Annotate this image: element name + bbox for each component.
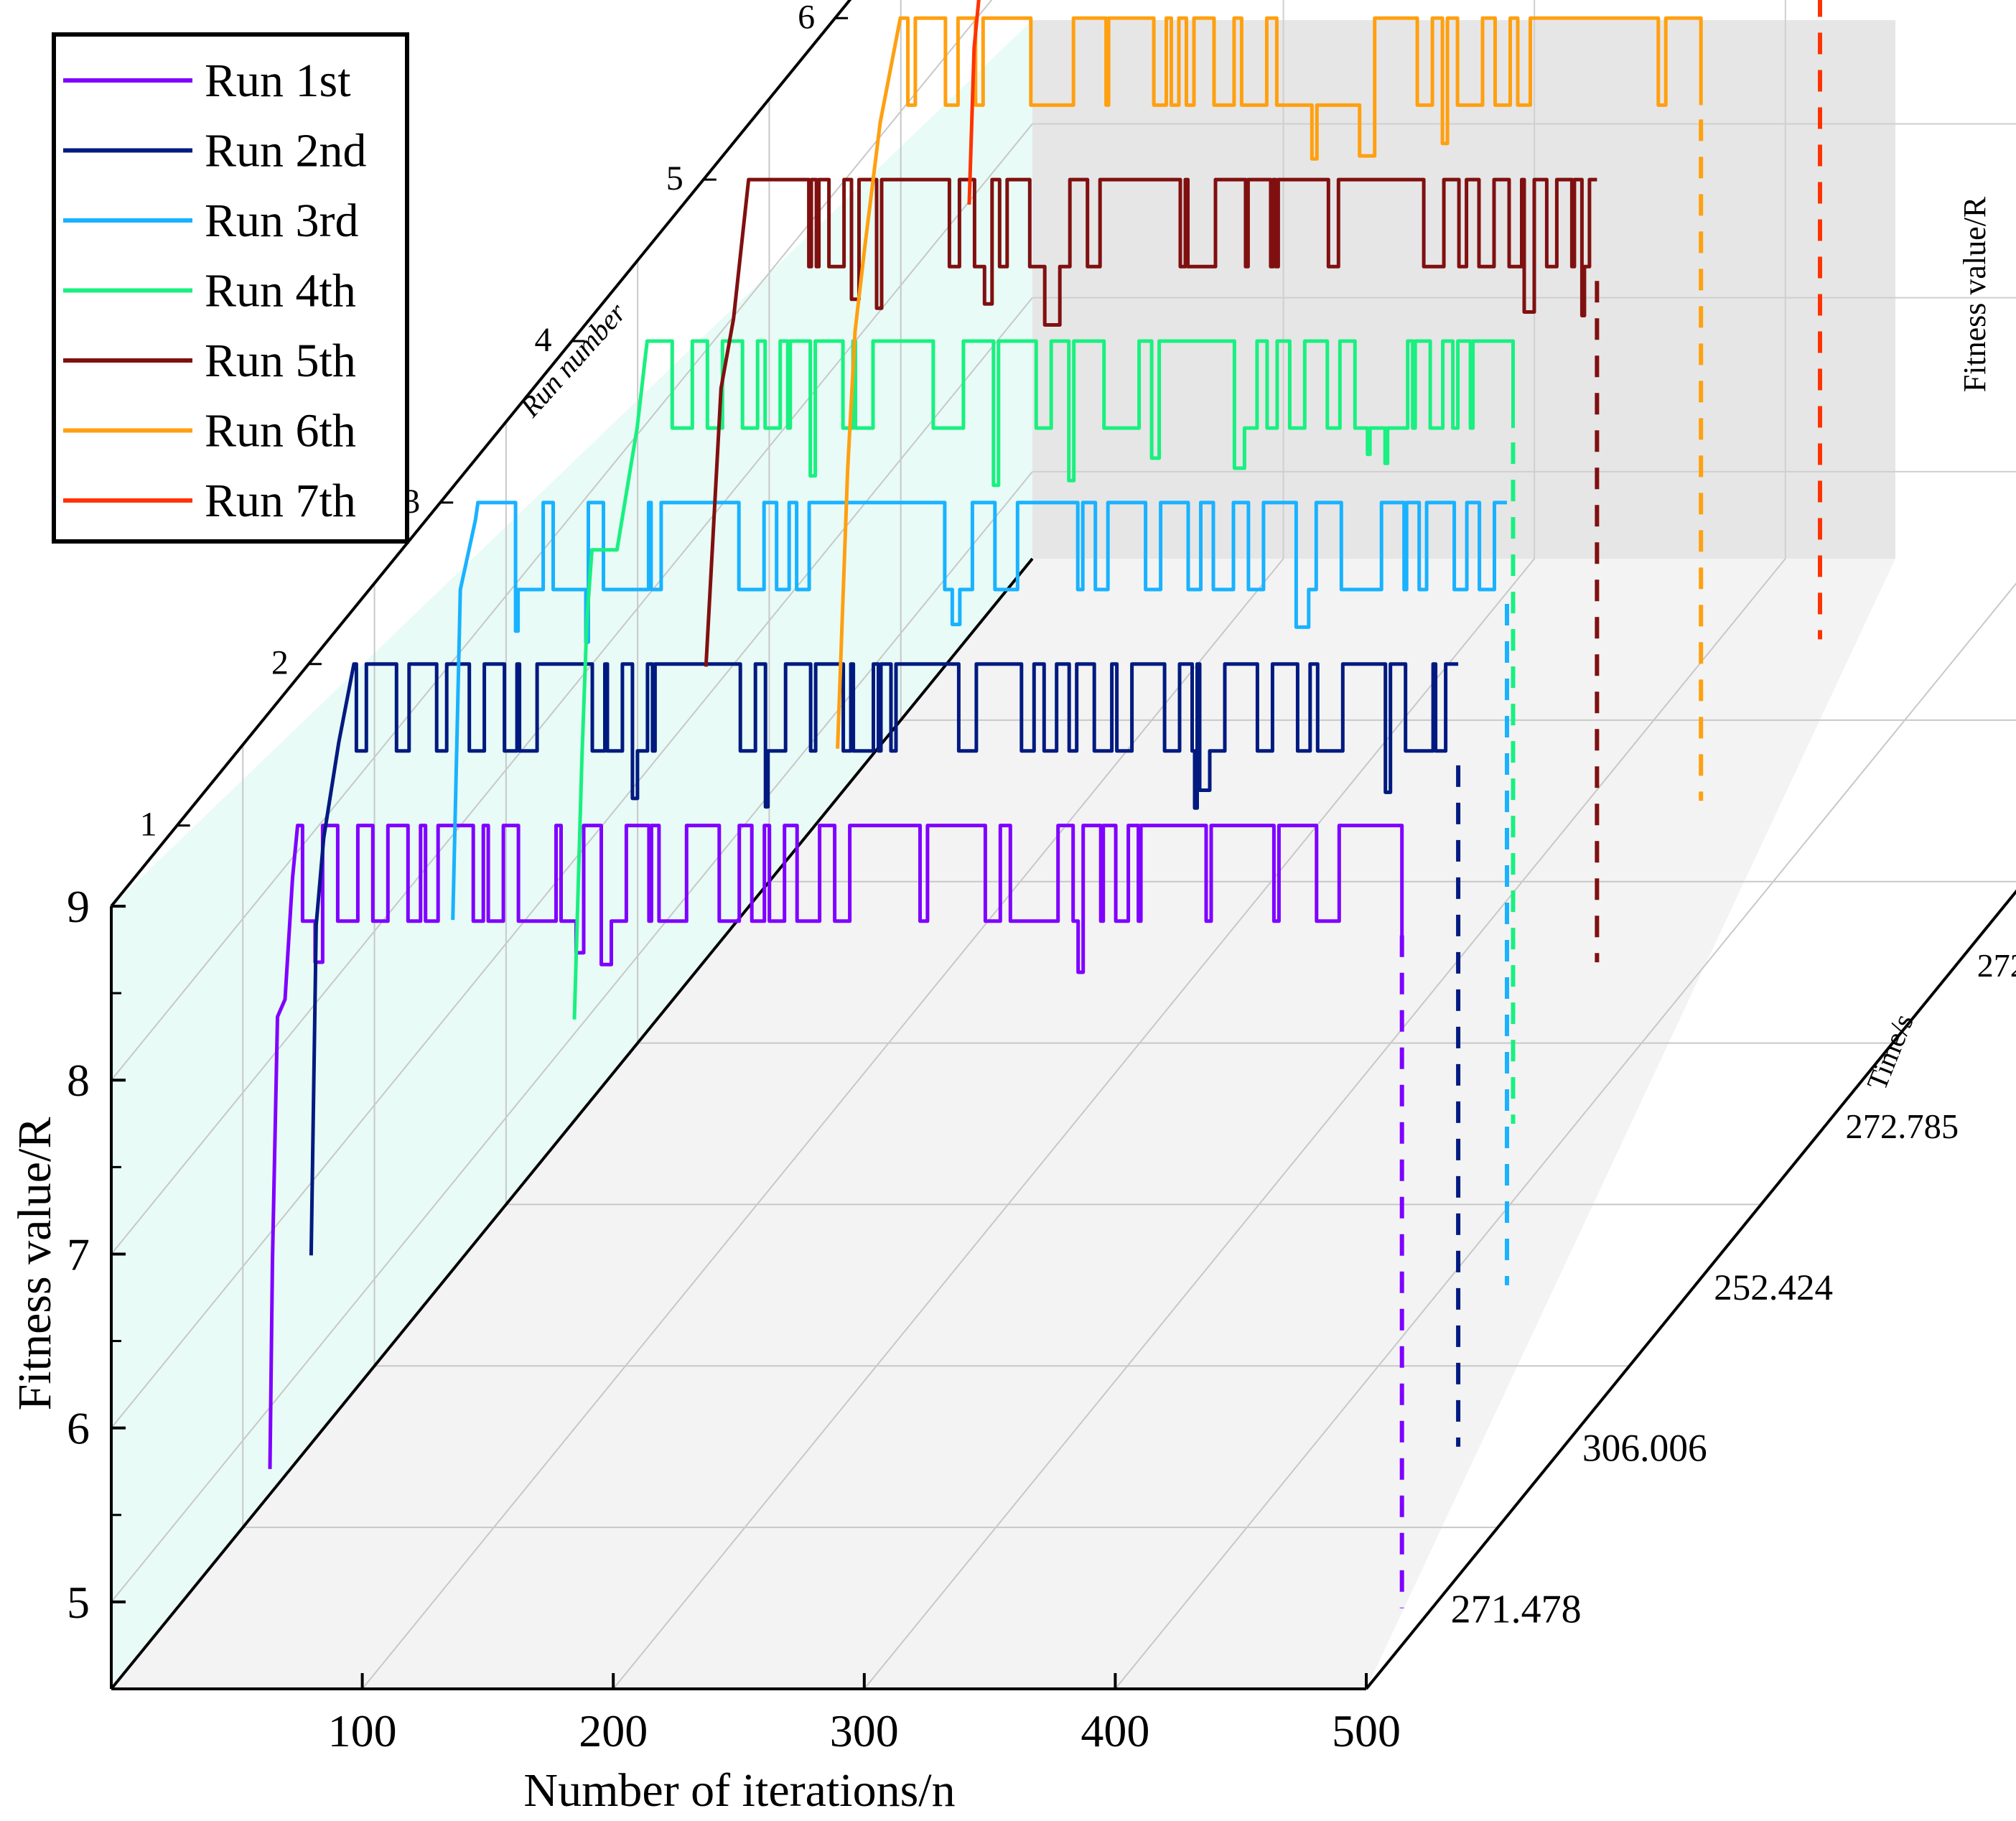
left-wall-panel-fill [111, 20, 1032, 1689]
floor-grid-line-n100 [361, 558, 1284, 1690]
legend-box [52, 32, 409, 544]
legend-label-3: Run 3rd [205, 195, 359, 247]
right-floor-edge [1365, 889, 2016, 1690]
legend-label-7: Run 7th [205, 475, 356, 527]
floor-panel [111, 559, 1895, 1689]
run-tick-label: 2 [271, 644, 289, 682]
time-axis-title: Time/s [1860, 1010, 1920, 1095]
y-tick-label: 7 [67, 1229, 90, 1280]
y-tick-label: 6 [67, 1403, 90, 1454]
x-tick-label: 200 [579, 1705, 648, 1756]
legend-label-2: Run 2nd [205, 125, 367, 177]
time-label-run-5: 272.608 [1977, 947, 2016, 984]
run-tick-label: 5 [666, 159, 683, 197]
legend-label-4: Run 4th [205, 265, 356, 317]
legend-label-5: Run 5th [205, 335, 356, 387]
x-tick-label: 400 [1081, 1705, 1149, 1756]
x-tick-label: 500 [1332, 1705, 1401, 1756]
series-lines [268, 0, 1703, 1469]
run-tick-label: 6 [798, 0, 815, 36]
series-line-run-1 [268, 824, 1404, 1469]
y-axis-title: Fitness value/R [9, 1117, 61, 1411]
time-drop-lines [1399, 0, 1822, 1608]
legend: Run 1st Run 2nd Run 3rd Run 4th Run 5th Run 6… [52, 32, 409, 544]
time-label-run-1: 271.478 [1451, 1588, 1582, 1632]
run-tick-label: 4 [535, 321, 552, 359]
x-tick-label: 300 [830, 1705, 899, 1756]
floor-grid-line-n300 [864, 558, 1786, 1690]
back-wall-panel [1032, 20, 1895, 559]
wall-grid-line-f6 [111, 297, 1033, 1429]
legend-label-6: Run 6th [205, 405, 356, 457]
x-axis-title: Number of iterations/n [523, 1764, 955, 1817]
y-tick-label: 5 [67, 1577, 90, 1628]
floor-grid-line-n400 [1114, 582, 2016, 1690]
grid-lines [111, 0, 2016, 1690]
tick-labels: 10020030040050056789123456756789271.4783… [67, 0, 2016, 1756]
time-label-run-2: 306.006 [1582, 1427, 1707, 1470]
back-y-axis-title: Fitness value/R [1957, 196, 1992, 392]
run-tick-label: 1 [140, 806, 157, 844]
y-tick-label: 8 [67, 1055, 90, 1106]
legend-label-1: Run 1st [205, 55, 351, 107]
series-line-run-6 [836, 16, 1703, 749]
run-axis-title: Run number [513, 297, 633, 424]
time-label-run-3: 252.424 [1714, 1268, 1833, 1308]
wall-grid-line-f7 [111, 123, 1033, 1255]
x-tick-label: 100 [328, 1705, 397, 1756]
y-tick-label: 9 [67, 881, 90, 932]
series-line-run-4 [572, 339, 1515, 1020]
series-line-run-3 [451, 500, 1507, 921]
series-line-run-2 [309, 662, 1459, 1256]
time-label-run-4: 272.785 [1846, 1108, 1959, 1146]
floor-grid-line-n200 [612, 558, 1535, 1690]
wall-grid-line-f5 [111, 471, 1033, 1603]
